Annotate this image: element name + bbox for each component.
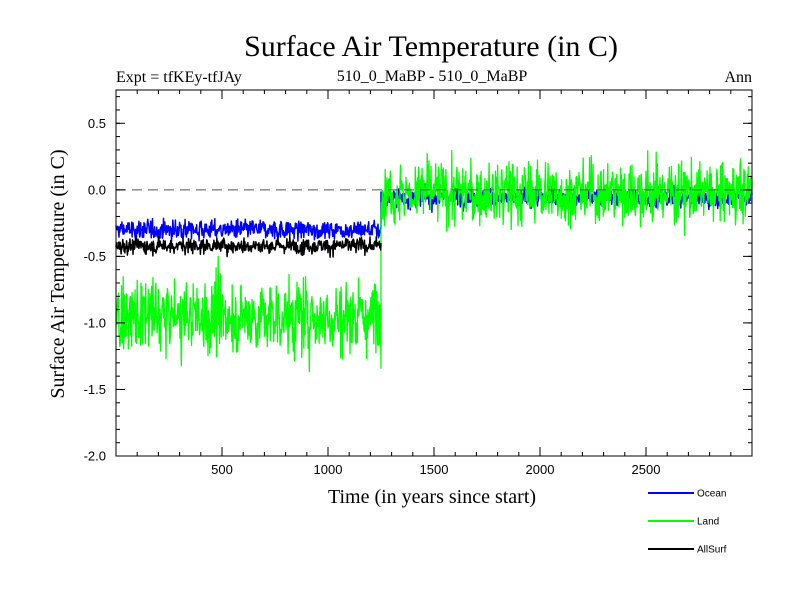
- y-tick-label: -0.5: [84, 249, 106, 264]
- plot-frame: [115, 89, 753, 457]
- season-label: Ann: [724, 69, 752, 86]
- legend-label-allsurf: AllSurf: [697, 545, 727, 556]
- legend-label-ocean: Ocean: [697, 489, 726, 500]
- legend: Ocean Land AllSurf: [648, 489, 727, 556]
- x-tick-label: 1500: [420, 462, 449, 477]
- x-axis-label: Time (in years since start): [328, 486, 536, 508]
- y-tick-label: 0.5: [88, 116, 106, 131]
- x-tick-label: 2000: [526, 462, 555, 477]
- x-tick-label: 1000: [314, 462, 343, 477]
- series-line-land: [115, 149, 753, 373]
- comparison-label: 510_0_MaBP - 510_0_MaBP: [337, 68, 528, 85]
- x-tick-label: 500: [211, 462, 233, 477]
- y-axis-label: Surface Air Temperature (in C): [47, 149, 69, 398]
- y-tick-label: 0.0: [88, 182, 106, 197]
- x-axis: 500 1000 1500 2000 2500: [115, 90, 753, 477]
- y-axis: -2.0 -1.5 -1.0 -0.5 0.0 0.5: [84, 96, 752, 464]
- y-tick-label: -2.0: [84, 449, 106, 464]
- y-tick-label: -1.5: [84, 382, 106, 397]
- chart-title: Surface Air Temperature (in C): [244, 30, 618, 63]
- legend-label-land: Land: [697, 517, 719, 528]
- series-line-allsurf: [115, 235, 382, 258]
- y-tick-label: -1.0: [84, 315, 106, 330]
- experiment-label: Expt = tfKEy-tfJAy: [116, 69, 242, 86]
- series-layer: [115, 149, 753, 373]
- x-tick-label: 2500: [632, 462, 661, 477]
